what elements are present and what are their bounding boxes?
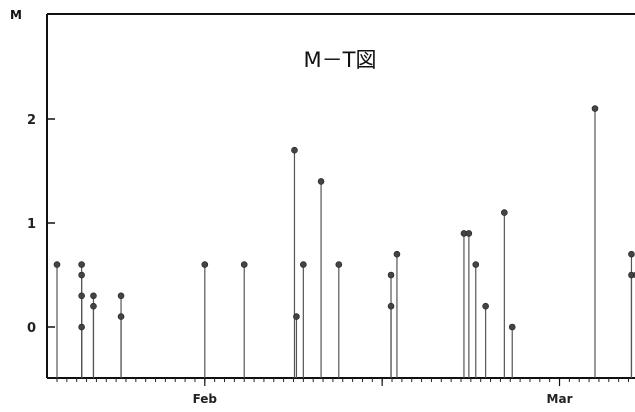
data-point: [78, 292, 85, 300]
data-point: [291, 146, 298, 154]
y-tick-label: 2: [27, 113, 36, 128]
data-point: [117, 313, 125, 320]
data-point: [628, 250, 635, 258]
data-point: [90, 292, 97, 300]
data-point: [482, 302, 489, 310]
data-point: [78, 271, 85, 279]
chart-title: M－T図: [304, 48, 377, 72]
data-point: [508, 323, 516, 331]
data-point: [53, 261, 61, 268]
data-point: [78, 261, 85, 268]
data-point: [240, 261, 248, 268]
data-point: [393, 250, 401, 258]
data-point: [465, 230, 473, 237]
y-tick-label: 0: [27, 321, 36, 336]
data-point: [591, 105, 599, 112]
data-point: [501, 209, 508, 216]
data-point: [317, 178, 325, 185]
x-month-label: Feb: [193, 392, 218, 406]
data-point: [387, 302, 395, 310]
data-point: [293, 313, 300, 320]
data-point: [472, 261, 480, 268]
data-point: [90, 302, 97, 310]
data-point: [117, 292, 125, 300]
data-point: [78, 323, 85, 331]
data-point: [387, 271, 395, 279]
data-point: [201, 261, 209, 268]
y-axis-title: M: [10, 8, 22, 22]
x-month-label: Mar: [547, 392, 573, 406]
y-tick-label: 1: [27, 217, 36, 232]
data-point: [335, 261, 343, 268]
data-point: [300, 261, 307, 268]
